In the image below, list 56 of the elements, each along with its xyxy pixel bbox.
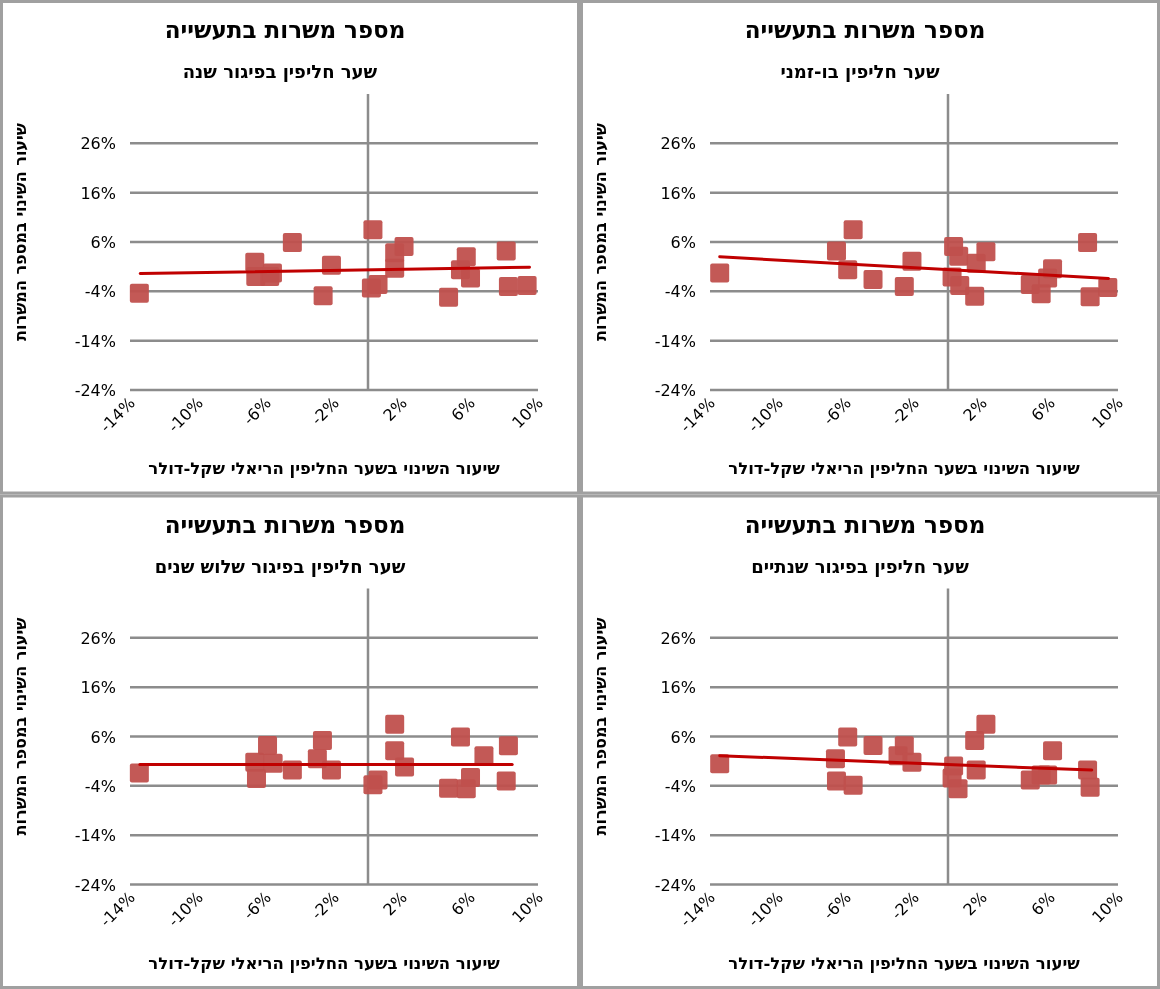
y-tick-label: -24%: [74, 381, 116, 400]
y-tick-label: 16%: [660, 183, 696, 203]
x-tick-label: -2%: [307, 393, 343, 429]
x-tick-label: 6%: [1027, 887, 1059, 920]
y-axis-title: שיעור השינוי במספר המשרות: [11, 123, 30, 341]
chart-title: מספר משרות בתעשייה: [744, 511, 986, 538]
x-tick-label: -6%: [819, 887, 855, 924]
x-tick-label: -6%: [239, 393, 275, 429]
chart-title: מספר משרות בתעשייה: [744, 17, 986, 43]
chart-subtitle: שער חליפין בו-זמני: [780, 61, 940, 82]
y-tick-label: -24%: [654, 381, 696, 400]
y-tick-label: 16%: [80, 678, 116, 698]
x-tick-label: -6%: [819, 393, 855, 429]
chart-subtitle: שער חליפין בפיגור שנתיים: [751, 555, 970, 577]
chart-title: מספר משרות בתעשייה: [164, 511, 406, 538]
y-tick-label: -14%: [654, 331, 696, 351]
y-tick-label: 26%: [660, 628, 696, 648]
x-tick-label: 2%: [379, 393, 411, 425]
y-tick-label: 26%: [80, 628, 116, 648]
x-tick-label: 6%: [447, 393, 479, 425]
x-tick-label: -2%: [307, 887, 343, 924]
y-tick-label: 6%: [670, 233, 696, 252]
x-tick-label: 2%: [959, 887, 991, 920]
y-tick-label: -24%: [654, 875, 696, 895]
x-axis-title: שיעור השינוי בשער החליפין הריאלי שקל-דולר: [728, 459, 1081, 478]
chart-subtitle: שער חליפין בפיגור שלוש שנים: [154, 555, 406, 577]
x-axis-title: שיעור השינוי בשער החליפין הריאלי שקל-דולר: [148, 459, 501, 478]
x-tick-label: 2%: [379, 887, 411, 920]
x-axis-title: שיעור השינוי בשער החליפין הריאלי שקל-דולר: [728, 953, 1081, 973]
x-tick-label: -6%: [239, 887, 275, 924]
y-axis-title: שיעור השינוי במספר המשרות: [591, 123, 610, 341]
y-tick-label: 6%: [90, 727, 116, 747]
x-tick-label: -2%: [887, 887, 923, 924]
x-tick-label: 6%: [447, 887, 479, 920]
y-tick-label: 26%: [80, 134, 116, 154]
y-tick-label: -4%: [664, 282, 696, 302]
y-tick-label: 26%: [660, 134, 696, 154]
y-axis-title: שיעור השינוי במספר המשרות: [11, 617, 30, 836]
y-tick-label: -4%: [84, 776, 116, 796]
y-tick-label: -4%: [664, 776, 696, 796]
y-tick-label: 6%: [670, 727, 696, 747]
x-axis-title: שיעור השינוי בשער החליפין הריאלי שקל-דולר: [148, 953, 501, 973]
y-tick-label: -14%: [74, 826, 116, 846]
y-tick-label: -4%: [84, 282, 116, 302]
y-tick-label: 6%: [90, 233, 116, 252]
x-tick-label: -2%: [887, 393, 923, 429]
x-tick-label: 2%: [959, 393, 991, 425]
y-tick-label: -24%: [74, 875, 116, 895]
y-tick-label: 16%: [80, 183, 116, 203]
y-axis-title: שיעור השינוי במספר המשרות: [591, 617, 610, 836]
y-tick-label: -14%: [74, 331, 116, 351]
y-tick-label: 16%: [660, 678, 696, 698]
chart-subtitle: שער חליפין בפיגור שנה: [182, 61, 378, 82]
x-tick-label: 6%: [1027, 393, 1059, 425]
chart-title: מספר משרות בתעשייה: [164, 17, 406, 43]
y-tick-label: -14%: [654, 826, 696, 846]
